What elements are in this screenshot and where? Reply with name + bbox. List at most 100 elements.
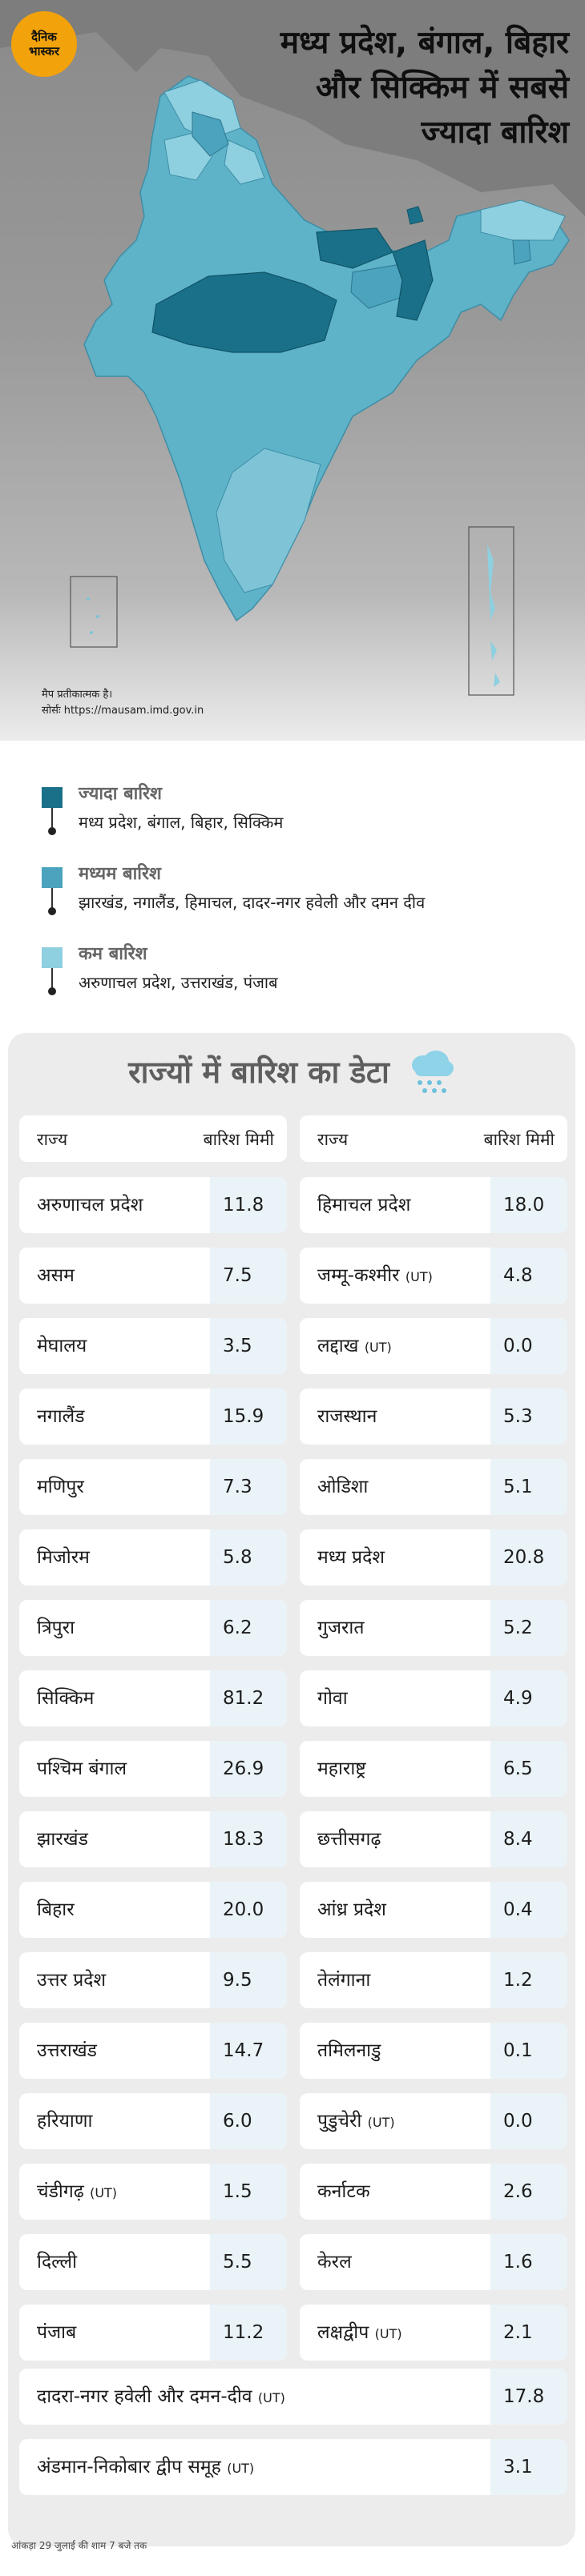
india-map <box>0 0 585 696</box>
table-row: चंडीगढ़ (UT) 1.5 <box>19 2164 287 2220</box>
rain-value: 11.2 <box>210 2305 287 2361</box>
islands-andaman <box>468 526 514 696</box>
state-name-text: कर्नाटक <box>317 2181 370 2202</box>
state-name-text: छत्तीसगढ़ <box>317 1829 381 1850</box>
ut-tag: (UT) <box>257 2390 285 2405</box>
legend-connector <box>51 888 53 909</box>
table-row: मध्य प्रदेश 20.8 <box>300 1529 567 1585</box>
legend-low: कम बारिश अरुणाचल प्रदेश, उत्तराखंड, पंजा… <box>42 941 571 1021</box>
region-nagaland <box>512 239 531 265</box>
rain-value: 1.6 <box>490 2234 567 2290</box>
state-name: दिल्ली <box>37 2234 77 2290</box>
column-header-right: राज्य बारिश मिमी <box>300 1115 567 1162</box>
table-row: नगालैंड 15.9 <box>19 1388 287 1445</box>
state-name: उत्तराखंड <box>37 2023 97 2079</box>
rain-value: 7.5 <box>210 1248 287 1304</box>
rain-value: 7.3 <box>210 1459 287 1515</box>
state-name-text: हिमाचल प्रदेश <box>317 1195 411 1216</box>
table-row: तेलंगाना 1.2 <box>300 1952 567 2008</box>
state-name-text: ओडिशा <box>317 1477 369 1497</box>
legend-dot <box>48 907 56 915</box>
rain-value: 1.5 <box>210 2164 287 2220</box>
state-name-text: झारखंड <box>37 1829 88 1850</box>
state-name: चंडीगढ़ (UT) <box>37 2164 117 2220</box>
state-name-text: अरुणाचल प्रदेश <box>37 1195 143 1216</box>
rain-value: 5.8 <box>210 1529 287 1585</box>
state-name: छत्तीसगढ़ <box>317 1811 381 1867</box>
legend-dot <box>48 827 56 835</box>
legend-high: ज्यादा बारिश मध्य प्रदेश, बंगाल, बिहार, … <box>42 781 571 861</box>
table-row: छत्तीसगढ़ 8.4 <box>300 1811 567 1867</box>
state-name-text: त्रिपुरा <box>37 1618 75 1638</box>
table-header: राज्यों में बारिश का डेटा <box>0 1033 585 1109</box>
legend-states-low: अरुणाचल प्रदेश, उत्तराखंड, पंजाब <box>79 973 278 992</box>
legend: ज्यादा बारिश मध्य प्रदेश, बंगाल, बिहार, … <box>42 781 571 1021</box>
state-name-text: राजस्थान <box>317 1406 377 1427</box>
legend-swatch-medium <box>42 867 63 888</box>
region-arunachal <box>480 199 566 241</box>
ut-tag: (UT) <box>367 2115 395 2130</box>
table-row: मेघालय 3.5 <box>19 1318 287 1374</box>
state-name-text: पंजाब <box>37 2322 77 2343</box>
region-himachal <box>192 111 229 157</box>
table-row: ओडिशा 5.1 <box>300 1459 567 1515</box>
table-row: आंध्र प्रदेश 0.4 <box>300 1882 567 1938</box>
state-name: पंजाब <box>37 2305 76 2361</box>
map-section: दैनिक भास्कर मध्य प्रदेश, बंगाल, बिहार औ… <box>0 0 585 741</box>
state-name-text: दादरा-नगर हवेली और दमन-दीव <box>37 2386 252 2407</box>
table-row: लद्दाख (UT) 0.0 <box>300 1318 567 1374</box>
table-row: जम्मू-कश्मीर (UT) 4.8 <box>300 1248 567 1304</box>
state-name: लद्दाख (UT) <box>317 1318 392 1374</box>
col-rain-label: बारिश मिमी <box>483 1130 555 1149</box>
rain-value: 18.3 <box>210 1811 287 1867</box>
rain-value: 8.4 <box>490 1811 567 1867</box>
legend-swatch-low <box>42 947 63 968</box>
state-name: हरियाणा <box>37 2093 92 2149</box>
legend-states-high: मध्य प्रदेश, बंगाल, बिहार, सिक्किम <box>79 813 284 832</box>
table-row: उत्तराखंड 14.7 <box>19 2023 287 2079</box>
rain-value: 3.1 <box>490 2439 567 2495</box>
rain-value: 14.7 <box>210 2023 287 2079</box>
state-name-text: मध्य प्रदेश <box>317 1547 385 1568</box>
state-name: आंध्र प्रदेश <box>317 1882 386 1938</box>
neighbour-land <box>0 0 585 216</box>
state-name-text: अंडमान-निकोबार द्वीप समूह <box>37 2457 221 2478</box>
rain-value: 9.5 <box>210 1952 287 2008</box>
state-name: अंडमान-निकोबार द्वीप समूह (UT) <box>37 2439 254 2495</box>
rain-value: 4.9 <box>490 1670 567 1726</box>
rain-value: 5.1 <box>490 1459 567 1515</box>
state-name: केरल <box>317 2234 352 2290</box>
legend-connector <box>51 808 53 829</box>
table-row: लक्षद्वीप (UT) 2.1 <box>300 2305 567 2361</box>
table-row: पुडुचेरी (UT) 0.0 <box>300 2093 567 2149</box>
table-row: केरल 1.6 <box>300 2234 567 2290</box>
state-name-text: उत्तर प्रदेश <box>37 1970 107 1991</box>
islands-lakshadweep <box>70 576 118 648</box>
state-name: उत्तर प्रदेश <box>37 1952 106 2008</box>
state-name-text: नगालैंड <box>37 1406 85 1427</box>
table-row: महाराष्ट्र 6.5 <box>300 1741 567 1797</box>
legend-connector <box>51 968 53 989</box>
legend-states-medium: झारखंड, नगालैंड, हिमाचल, दादर-नगर हवेली … <box>79 893 426 912</box>
rain-value: 1.2 <box>490 1952 567 2008</box>
legend-swatch-high <box>42 787 63 808</box>
state-name-text: मेघालय <box>37 1336 87 1356</box>
state-name-text: लक्षद्वीप <box>317 2322 369 2343</box>
legend-title-medium: मध्यम बारिश <box>79 864 161 884</box>
table-row: मिजोरम 5.8 <box>19 1529 287 1585</box>
legend-medium: मध्यम बारिश झारखंड, नगालैंड, हिमाचल, दाद… <box>42 861 571 941</box>
rain-value: 0.0 <box>490 1318 567 1374</box>
region-west-bengal <box>392 239 434 321</box>
rain-value: 0.4 <box>490 1882 567 1938</box>
region-south <box>216 448 321 593</box>
state-name: मिजोरम <box>37 1529 90 1585</box>
table-row: हरियाणा 6.0 <box>19 2093 287 2149</box>
rain-value: 11.8 <box>210 1177 287 1233</box>
state-name-text: आंध्र प्रदेश <box>317 1899 386 1920</box>
region-sikkim <box>406 206 424 225</box>
legend-title-low: कम बारिश <box>79 944 147 964</box>
state-name: जम्मू-कश्मीर (UT) <box>317 1248 433 1304</box>
state-name: सिक्किम <box>37 1670 94 1726</box>
legend-title-high: ज्यादा बारिश <box>79 784 162 804</box>
table-row: बिहार 20.0 <box>19 1882 287 1938</box>
